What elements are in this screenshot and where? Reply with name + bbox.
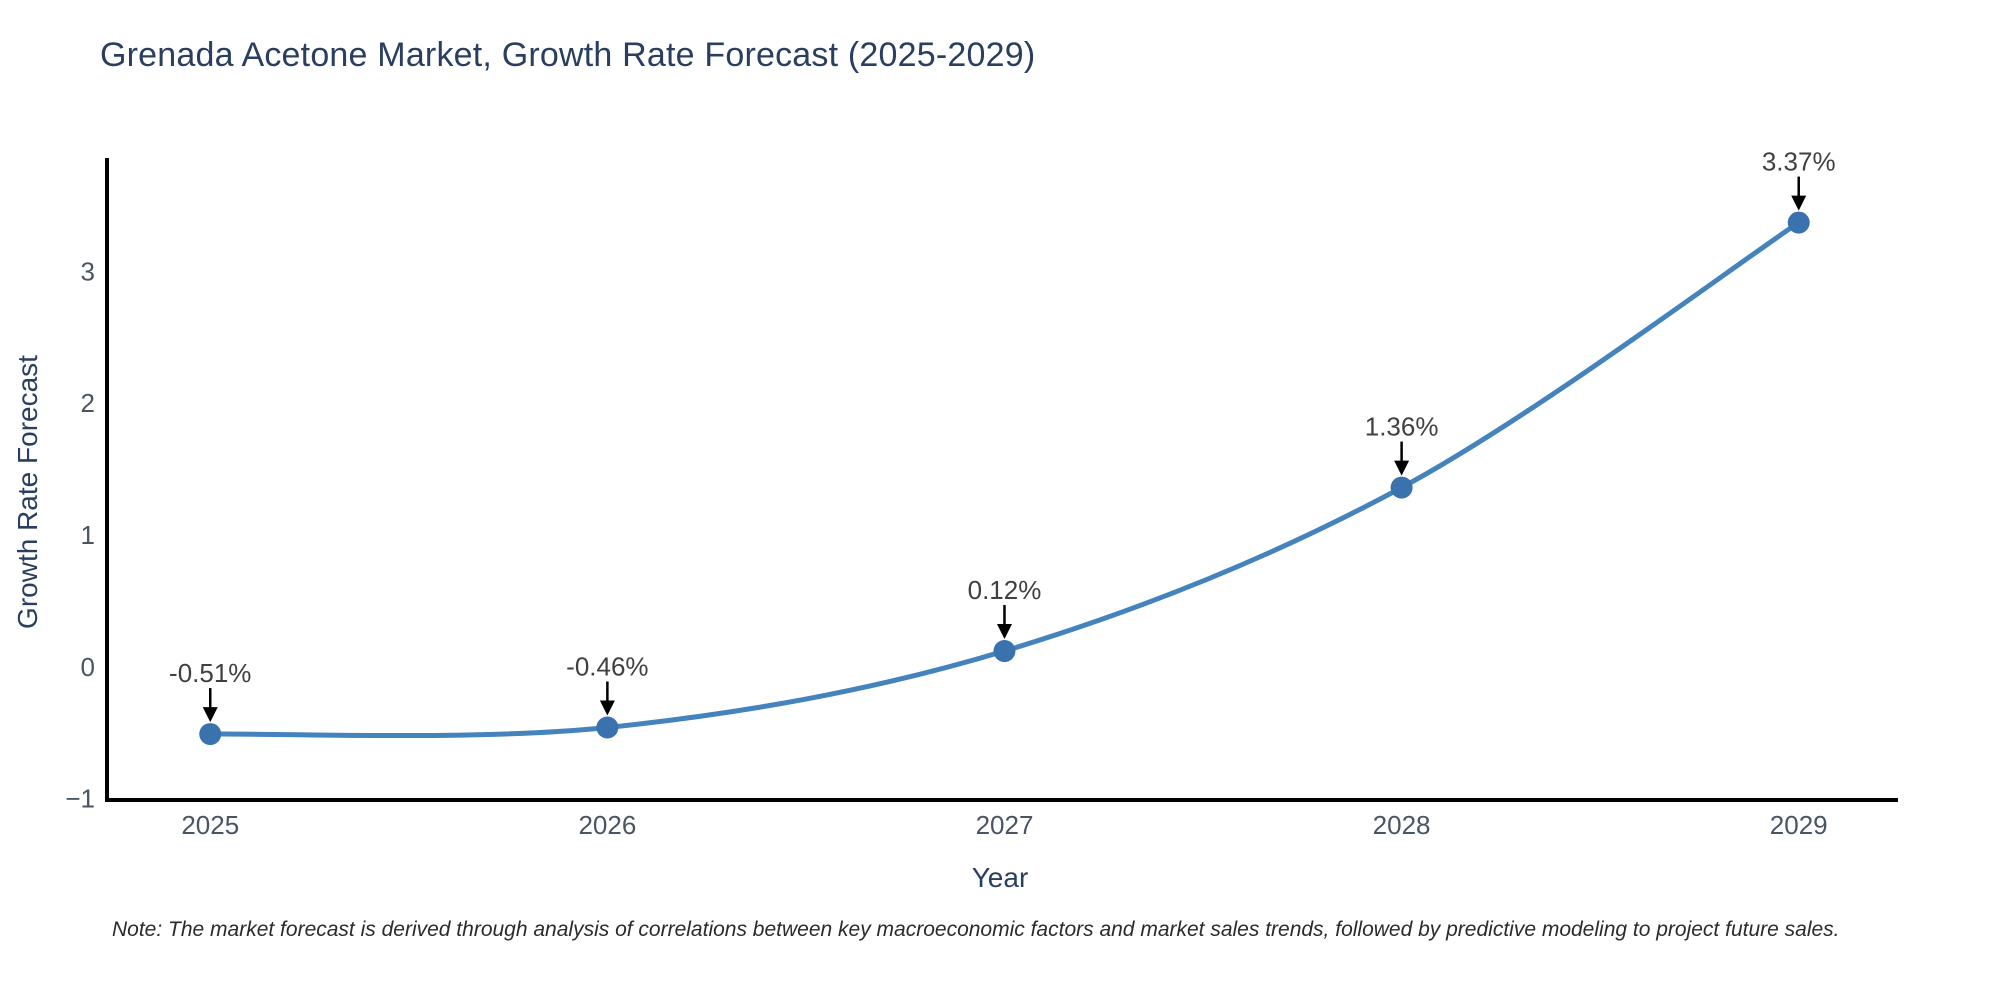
x-tick-label: 2026 [578, 810, 636, 840]
x-tick-label: 2025 [181, 810, 239, 840]
data-point[interactable] [199, 723, 222, 746]
x-tick-label: 2029 [1770, 810, 1828, 840]
point-value-label: 3.37% [1762, 147, 1836, 177]
y-tick-label: 1 [81, 520, 95, 550]
chart-title: Grenada Acetone Market, Growth Rate Fore… [100, 36, 1036, 74]
y-tick-label: −1 [65, 784, 95, 814]
x-axis-title: Year [971, 862, 1029, 893]
annotation-arrowhead-icon [996, 624, 1012, 640]
y-tick-label: 3 [81, 256, 95, 286]
y-axis-title: Growth Rate Forecast [12, 355, 43, 629]
footnote: Note: The market forecast is derived thr… [112, 918, 1840, 941]
annotation-arrowhead-icon [599, 700, 615, 716]
data-point[interactable] [993, 640, 1016, 663]
y-tick-label: 0 [81, 652, 95, 682]
data-point[interactable] [1390, 476, 1413, 499]
annotation-arrowhead-icon [1394, 460, 1410, 476]
point-value-label: -0.51% [169, 658, 251, 688]
data-point[interactable] [596, 716, 619, 739]
point-value-label: 1.36% [1365, 412, 1439, 442]
point-value-label: -0.46% [566, 651, 648, 681]
x-tick-label: 2028 [1373, 810, 1431, 840]
annotation-arrowhead-icon [1791, 195, 1807, 211]
y-tick-label: 2 [81, 388, 95, 418]
x-tick-label: 2027 [976, 810, 1034, 840]
data-point[interactable] [1787, 211, 1810, 234]
point-value-label: 0.12% [968, 575, 1042, 605]
annotation-arrowhead-icon [202, 707, 218, 723]
